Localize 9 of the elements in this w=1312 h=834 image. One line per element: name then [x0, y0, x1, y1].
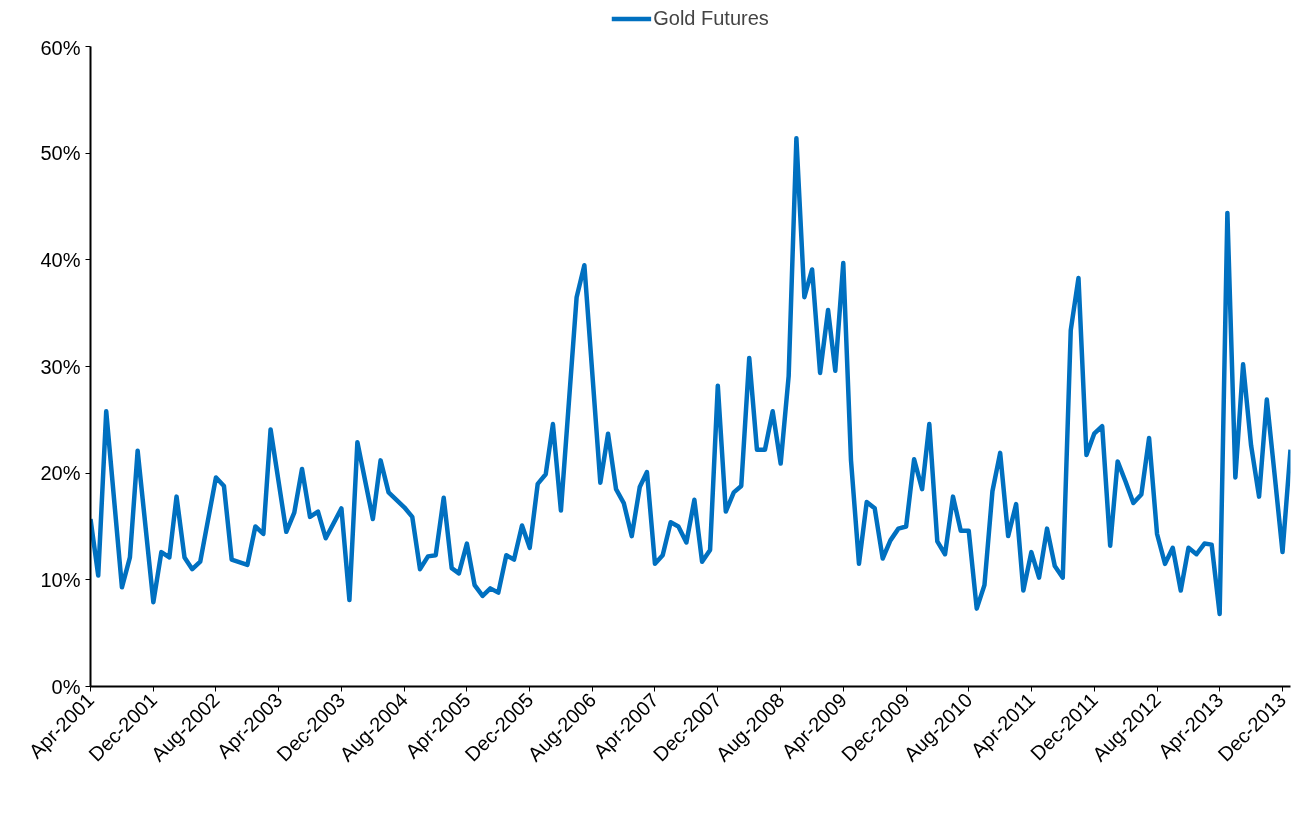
- legend-label: Gold Futures: [653, 6, 769, 30]
- y-tick-label: 30%: [40, 355, 81, 378]
- line-series: [90, 135, 1291, 617]
- y-tick-label: 40%: [40, 248, 81, 271]
- y-tick-label: 20%: [40, 462, 81, 485]
- y-tick-label: 50%: [40, 142, 81, 165]
- y-tick-label: 60%: [40, 36, 81, 59]
- y-tick-label: 0%: [51, 675, 81, 698]
- y-tick-label: 10%: [40, 568, 81, 591]
